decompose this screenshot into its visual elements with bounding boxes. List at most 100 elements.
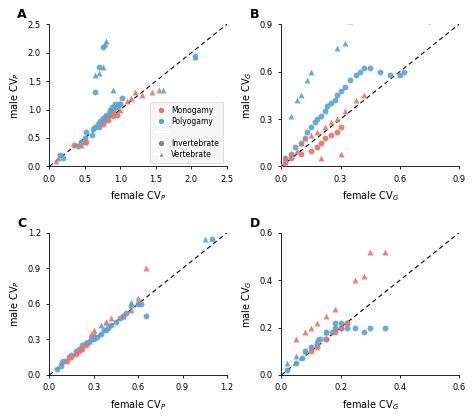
Point [108, 322, 115, 328]
Point [106, 106, 113, 113]
Point [278, 163, 285, 170]
Point [137, 301, 145, 307]
Point [134, 295, 142, 302]
Point [346, 76, 354, 83]
Point [283, 360, 291, 367]
Point [333, 116, 340, 122]
Point [366, 65, 374, 72]
Point [109, 107, 117, 114]
Point [90, 336, 98, 343]
Point [127, 298, 135, 305]
Point [316, 336, 324, 343]
Point [100, 327, 108, 333]
Text: B: B [249, 8, 259, 21]
Point [131, 89, 138, 96]
Point [282, 155, 289, 162]
Point [119, 312, 127, 319]
Point [53, 366, 61, 373]
Point [331, 320, 338, 326]
Point [82, 129, 90, 136]
Point [361, 65, 368, 72]
Point [99, 63, 106, 70]
Point [287, 113, 295, 119]
Point [297, 150, 305, 157]
Point [317, 139, 325, 146]
Point [331, 305, 338, 312]
X-axis label: female CV$_G$: female CV$_G$ [342, 189, 399, 203]
Point [292, 336, 300, 343]
Point [127, 307, 135, 313]
Point [127, 95, 135, 102]
Point [352, 324, 359, 331]
Y-axis label: male CV$_P$: male CV$_P$ [9, 281, 22, 328]
Point [87, 336, 94, 343]
Point [75, 348, 82, 354]
Point [201, 236, 209, 242]
Point [74, 143, 82, 150]
Point [356, 68, 364, 75]
Point [292, 360, 300, 367]
Point [53, 158, 60, 164]
Point [56, 152, 64, 158]
Point [93, 334, 100, 341]
Point [82, 339, 90, 345]
Point [361, 92, 368, 99]
Point [333, 128, 340, 135]
Point [111, 100, 118, 107]
Point [321, 108, 328, 115]
Point [138, 92, 146, 99]
Point [90, 327, 98, 333]
Point [142, 312, 149, 319]
Point [99, 115, 106, 121]
Y-axis label: male CV$_P$: male CV$_P$ [9, 72, 22, 119]
Point [293, 97, 301, 103]
Point [94, 121, 101, 127]
Point [381, 324, 389, 331]
Point [307, 68, 315, 75]
Point [298, 355, 306, 362]
Point [331, 324, 338, 331]
Point [70, 142, 78, 148]
Point [95, 123, 103, 130]
Point [148, 89, 156, 96]
Point [118, 95, 126, 102]
Point [327, 131, 335, 138]
Point [343, 324, 350, 331]
Point [322, 336, 329, 343]
Point [102, 327, 109, 333]
X-axis label: female CV$_G$: female CV$_G$ [342, 398, 399, 412]
Point [95, 69, 103, 76]
Point [287, 150, 295, 157]
Point [313, 343, 321, 350]
Point [307, 324, 315, 331]
Point [102, 318, 109, 325]
Point [108, 315, 115, 321]
Point [297, 92, 305, 99]
Point [313, 128, 321, 135]
Point [301, 134, 309, 141]
Point [301, 329, 309, 336]
Point [353, 71, 360, 78]
Point [82, 342, 90, 349]
Point [400, 68, 408, 75]
Point [57, 362, 65, 369]
Y-axis label: male CV$_G$: male CV$_G$ [240, 71, 254, 119]
Point [307, 348, 315, 354]
Point [322, 329, 329, 336]
Point [101, 41, 109, 47]
Point [287, 155, 295, 162]
Point [95, 63, 103, 70]
Point [82, 139, 90, 146]
Point [99, 44, 106, 50]
Point [283, 367, 291, 374]
Point [301, 348, 309, 354]
Point [112, 318, 120, 325]
Point [381, 249, 389, 255]
Point [97, 322, 105, 328]
Point [333, 45, 340, 51]
Point [353, 97, 360, 103]
Point [311, 119, 319, 126]
Legend: Monogamy, Polyogamy, , Invertebrate, Vertebrate: Monogamy, Polyogamy, , Invertebrate, Ver… [150, 102, 223, 163]
Point [81, 134, 89, 141]
Point [292, 353, 300, 360]
